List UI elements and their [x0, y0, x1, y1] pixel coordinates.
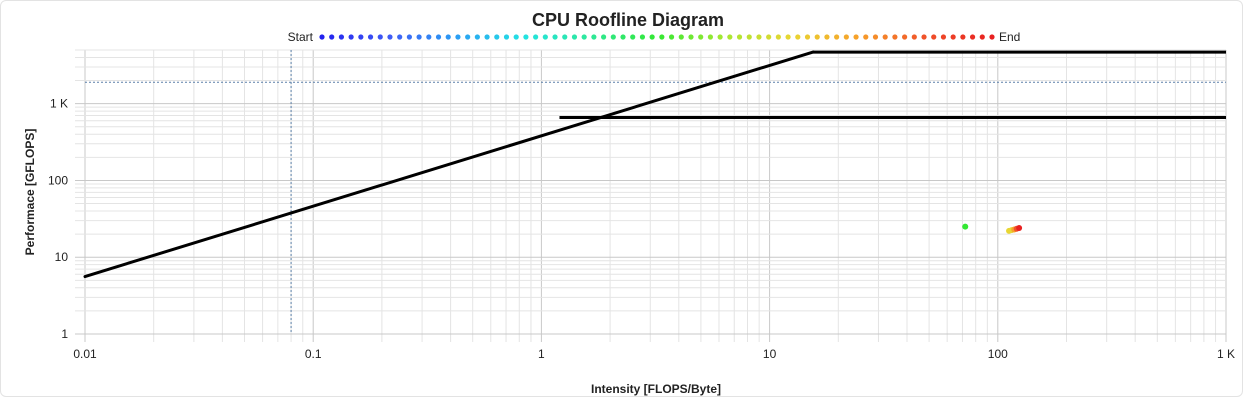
legend-dot: [814, 34, 820, 40]
roofline-lines: [83, 50, 1226, 279]
legend-dots: [319, 34, 995, 40]
legend-dot: [523, 34, 529, 40]
legend-dot: [785, 34, 791, 40]
legend-dot: [824, 34, 830, 40]
legend-dot: [610, 34, 616, 40]
chart-title: CPU Roofline Diagram: [532, 10, 724, 30]
data-point: [1016, 225, 1023, 232]
roofline-bandwidth-line: [83, 50, 815, 279]
legend-dot: [727, 34, 733, 40]
legend-dot: [533, 34, 539, 40]
legend-dot: [319, 34, 325, 40]
y-tick-label: 1 K: [50, 97, 68, 111]
legend-dot: [911, 34, 917, 40]
legend-dot: [863, 34, 869, 40]
legend-dot: [367, 34, 374, 40]
legend-dot: [406, 34, 412, 40]
x-axis-label: Intensity [FLOPS/Byte]: [591, 382, 721, 396]
legend-dot: [620, 34, 626, 40]
legend-dot: [921, 34, 927, 40]
y-tick-label: 1: [61, 327, 68, 341]
legend-dot: [581, 34, 587, 40]
legend-dot: [795, 34, 801, 40]
legend-dot: [717, 34, 723, 40]
legend-dot: [756, 34, 762, 40]
legend-dot: [348, 34, 354, 40]
legend-dot: [358, 34, 364, 40]
legend-dot: [969, 34, 976, 40]
legend-dot: [416, 34, 422, 40]
legend-dot: [426, 34, 432, 40]
legend-dot: [465, 34, 471, 40]
x-tick-label: 0.1: [305, 347, 322, 361]
legend-dot: [542, 34, 548, 40]
legend-dot: [882, 34, 888, 40]
legend-dot: [902, 34, 908, 40]
legend-dot: [979, 34, 985, 40]
legend-dot: [834, 34, 840, 40]
legend-dot: [455, 34, 461, 40]
legend-dot: [630, 34, 636, 40]
legend-dot: [591, 34, 597, 40]
x-tick-label: 100: [988, 347, 1008, 361]
legend-dot: [960, 34, 966, 40]
legend-dot: [746, 34, 752, 40]
legend-dot: [562, 34, 568, 40]
legend-dot: [494, 34, 500, 40]
x-tick-label: 10: [763, 347, 777, 361]
legend-dot: [474, 34, 480, 40]
reference-lines: [85, 50, 1226, 334]
legend-dot: [552, 34, 558, 40]
y-axis-ticks: 1 10 100 1 K: [48, 97, 68, 341]
legend-end-label: End: [999, 30, 1020, 44]
legend-dot: [639, 34, 646, 40]
legend-dot: [484, 34, 490, 40]
legend-dot: [775, 34, 781, 40]
legend-start-label: Start: [288, 30, 314, 44]
y-tick-label: 100: [48, 173, 68, 187]
legend-dot: [843, 34, 849, 40]
legend-dot: [387, 34, 393, 40]
legend-dot: [736, 34, 743, 40]
legend-dot: [503, 34, 510, 40]
legend-dot: [600, 34, 607, 40]
legend-dot: [649, 34, 655, 40]
legend-dot: [513, 34, 519, 40]
legend-dot: [892, 34, 898, 40]
legend-dot: [950, 34, 956, 40]
legend-dot: [571, 34, 578, 40]
legend-dot: [698, 34, 704, 40]
data-point: [962, 223, 969, 230]
legend-dot: [872, 34, 879, 40]
legend-dot: [338, 34, 345, 40]
legend-dot: [668, 34, 675, 40]
legend-dot: [659, 34, 665, 40]
chart-card: [0, 0, 1243, 397]
grid-lines: [75, 49, 1227, 342]
legend-dot: [707, 34, 714, 40]
y-tick-label: 10: [55, 250, 69, 264]
legend-dot: [766, 34, 772, 40]
x-tick-label: 1 K: [1217, 347, 1235, 361]
legend-dot: [377, 34, 383, 40]
x-tick-label: 0.01: [73, 347, 97, 361]
colormap-legend: Start End: [288, 30, 1021, 44]
legend-dot: [931, 34, 937, 40]
x-tick-label: 1: [538, 347, 545, 361]
legend-dot: [853, 34, 859, 40]
legend-dot: [329, 34, 335, 40]
legend-dot: [804, 34, 811, 40]
legend-dot: [989, 34, 995, 40]
legend-dot: [435, 34, 442, 40]
data-points: [962, 223, 1023, 234]
legend-dot: [940, 34, 947, 40]
legend-dot: [445, 34, 451, 40]
legend-dot: [688, 34, 694, 40]
legend-dot: [397, 34, 403, 40]
x-axis-ticks: 0.01 0.1 1 10 100 1 K: [73, 347, 1235, 361]
legend-dot: [678, 34, 684, 40]
y-axis-label: Performace [GFLOPS]: [23, 129, 37, 256]
